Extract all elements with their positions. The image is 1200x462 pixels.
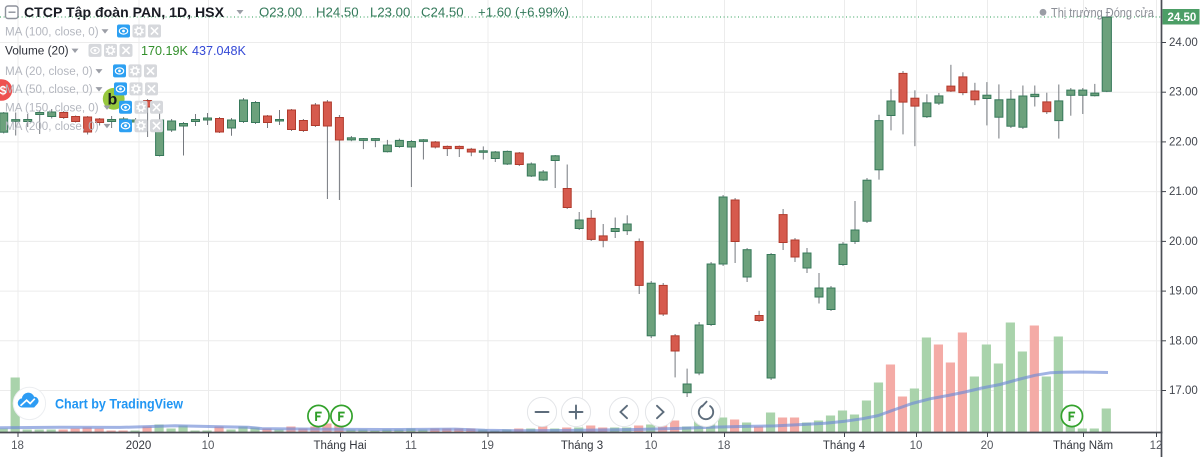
svg-text:10: 10 bbox=[645, 440, 658, 452]
svg-text:11: 11 bbox=[405, 440, 417, 452]
svg-text:Volume (20): Volume (20) bbox=[5, 44, 69, 58]
svg-text:O23.00: O23.00 bbox=[259, 5, 302, 20]
svg-text:MA (100, close, 0): MA (100, close, 0) bbox=[5, 24, 99, 38]
svg-text:CTCP Tập đoàn PAN, 1D, HSX: CTCP Tập đoàn PAN, 1D, HSX bbox=[24, 4, 225, 20]
svg-text:21.00: 21.00 bbox=[1169, 186, 1198, 198]
svg-text:L23.00: L23.00 bbox=[370, 5, 410, 20]
svg-text:$: $ bbox=[0, 84, 7, 98]
svg-text:MA (200, close, 0): MA (200, close, 0) bbox=[5, 119, 99, 133]
svg-text:170.19K: 170.19K bbox=[141, 44, 189, 58]
svg-text:22.00: 22.00 bbox=[1169, 136, 1198, 148]
svg-text:24.00: 24.00 bbox=[1169, 37, 1198, 49]
svg-text:Tháng Hai: Tháng Hai bbox=[313, 440, 366, 452]
svg-text:Tháng Năm: Tháng Năm bbox=[1053, 440, 1113, 452]
svg-text:Tháng 4: Tháng 4 bbox=[823, 440, 866, 452]
svg-text:10: 10 bbox=[202, 440, 215, 452]
svg-text:19: 19 bbox=[481, 440, 494, 452]
svg-text:MA (150, close, 0): MA (150, close, 0) bbox=[5, 101, 99, 115]
svg-text:20: 20 bbox=[981, 440, 994, 452]
svg-text:10: 10 bbox=[910, 440, 923, 452]
svg-text:17.00: 17.00 bbox=[1169, 385, 1198, 397]
svg-text:b: b bbox=[108, 92, 118, 109]
svg-text:Thị trường Đóng cửa: Thị trường Đóng cửa bbox=[1051, 5, 1155, 20]
svg-text:2020: 2020 bbox=[126, 440, 152, 452]
svg-text:18.00: 18.00 bbox=[1169, 335, 1198, 347]
svg-text:18: 18 bbox=[718, 440, 731, 452]
svg-text:20.00: 20.00 bbox=[1169, 236, 1198, 248]
svg-text:24.50: 24.50 bbox=[1168, 12, 1197, 24]
svg-text:12: 12 bbox=[1150, 440, 1163, 452]
svg-text:23.00: 23.00 bbox=[1169, 87, 1198, 99]
svg-text:H24.50: H24.50 bbox=[316, 5, 359, 20]
svg-text:MA (50, close, 0): MA (50, close, 0) bbox=[5, 82, 93, 96]
svg-text:19.00: 19.00 bbox=[1169, 286, 1198, 298]
svg-text:18: 18 bbox=[11, 440, 24, 452]
svg-text:C24.50: C24.50 bbox=[421, 5, 464, 20]
svg-text:+1.60 (+6.99%): +1.60 (+6.99%) bbox=[478, 5, 569, 20]
svg-text:437.048K: 437.048K bbox=[192, 44, 247, 58]
svg-text:Chart by TradingView: Chart by TradingView bbox=[55, 397, 184, 413]
svg-text:Tháng 3: Tháng 3 bbox=[561, 440, 603, 452]
svg-text:MA (20, close, 0): MA (20, close, 0) bbox=[5, 64, 93, 78]
